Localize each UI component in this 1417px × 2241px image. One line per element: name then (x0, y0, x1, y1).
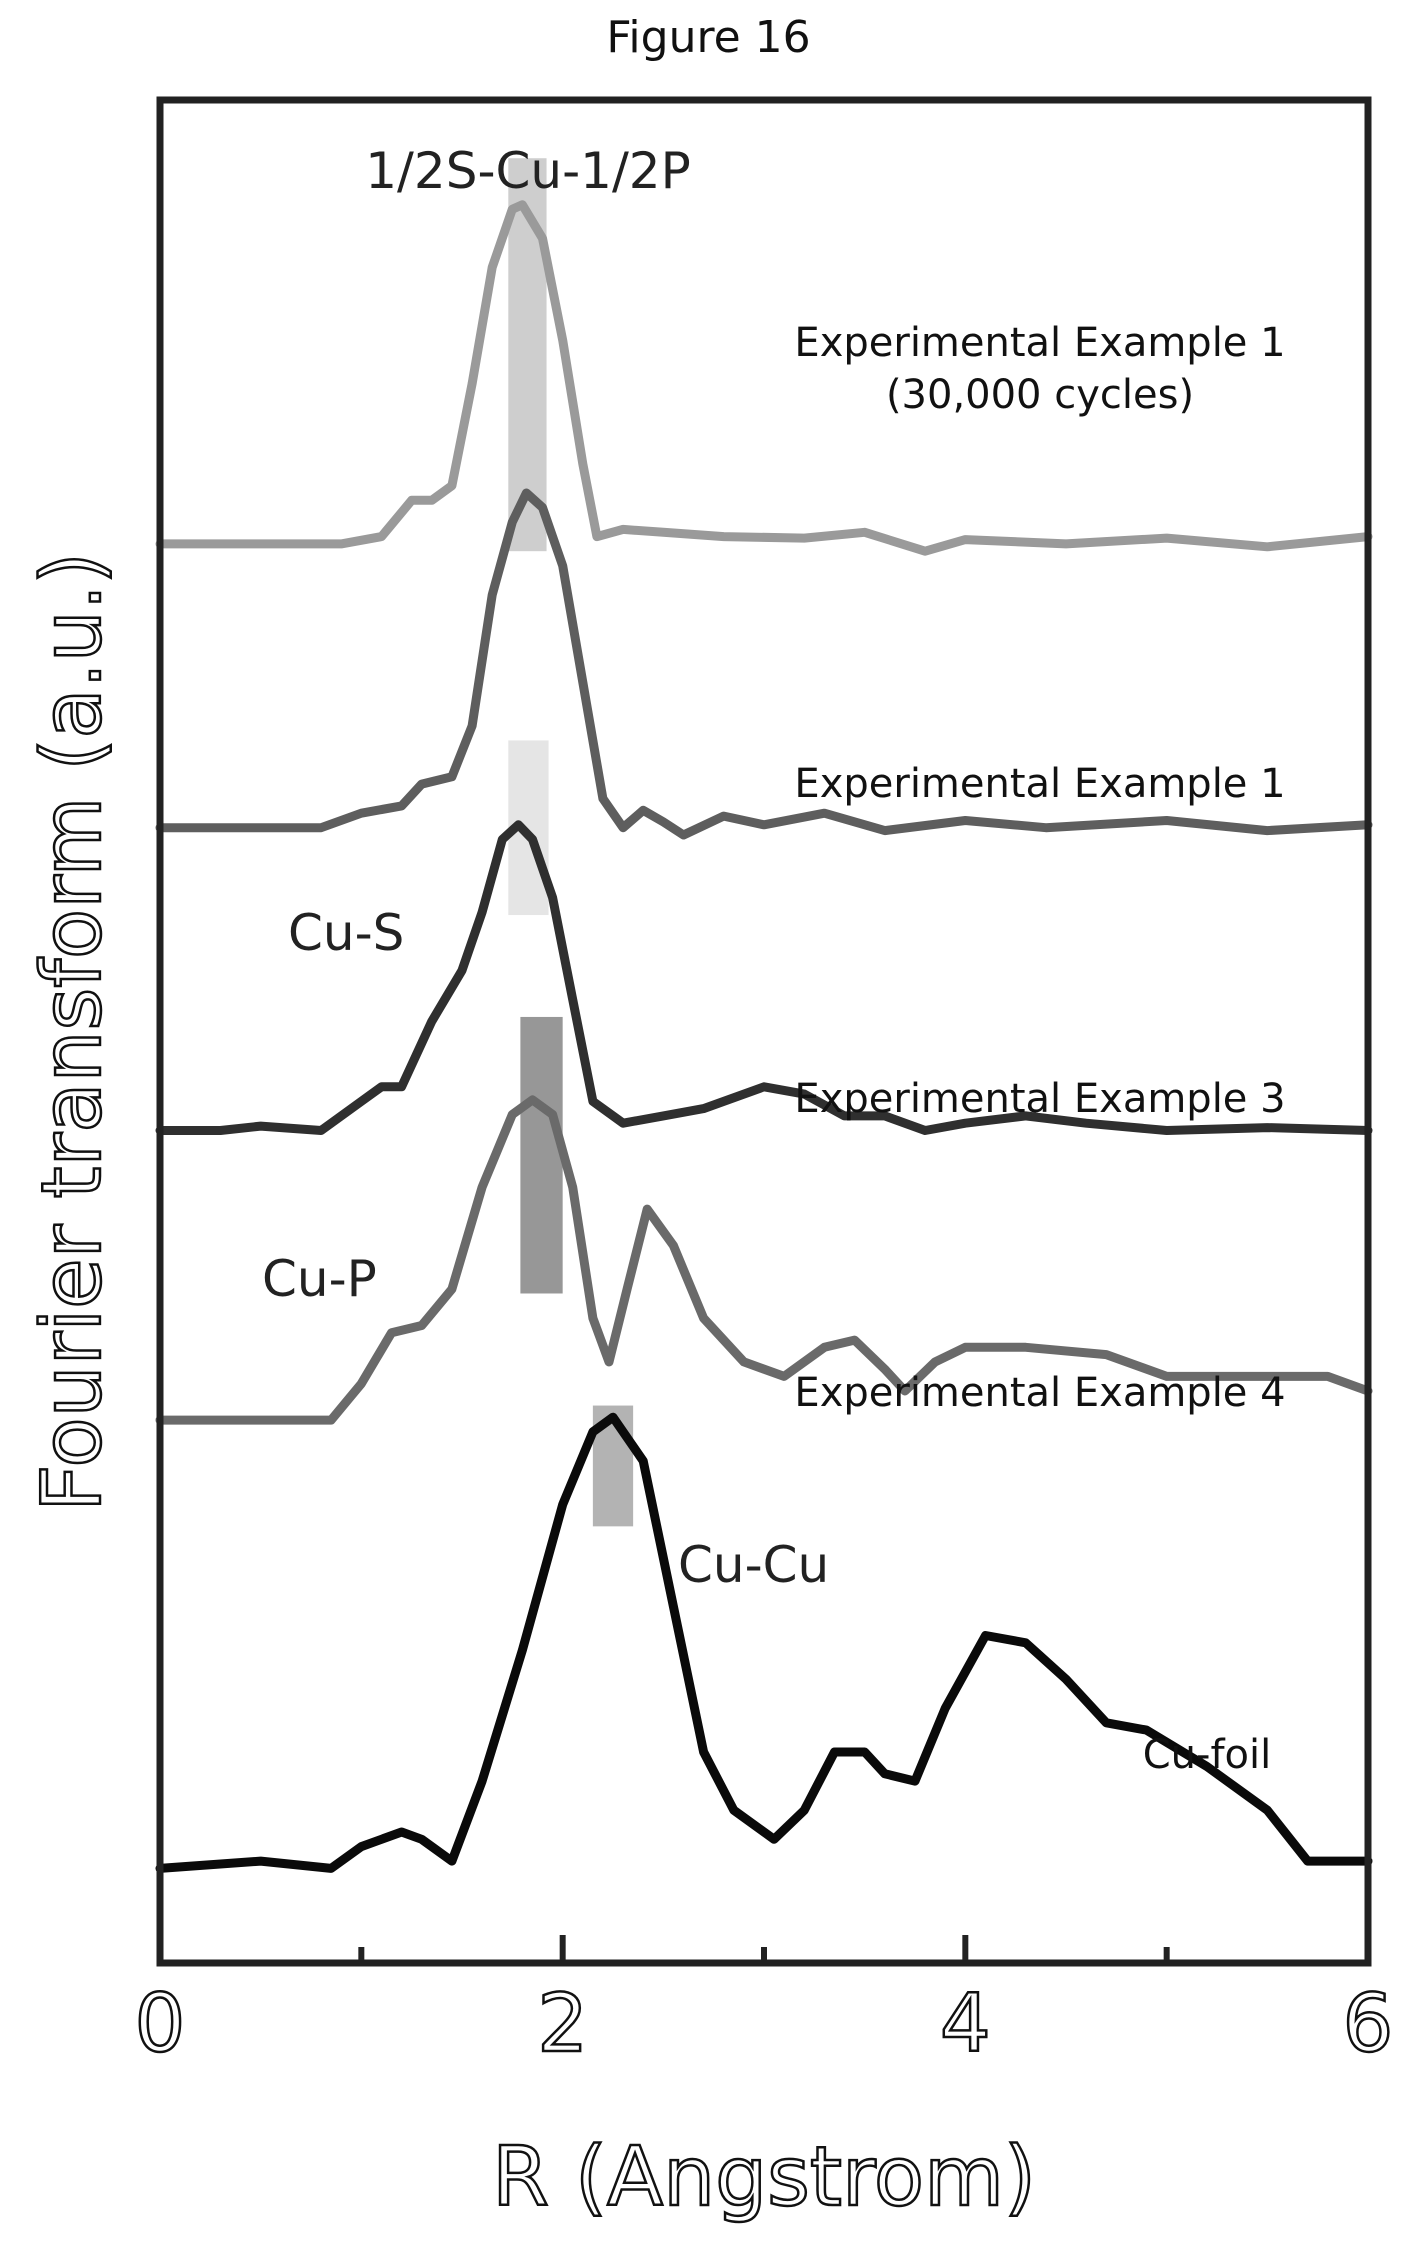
series-line-cu-foil (155, 1412, 1373, 1873)
highlight-bands (508, 158, 634, 1527)
series-line-experimental-example-1-30-000-cycles (155, 200, 1373, 556)
plot-frame (156, 96, 1372, 1967)
chart-labels: 0 2 4 6 R (Angstrom) Fourier transform (a.u.)… (24, 142, 1395, 2226)
x-axis-title: R (Angstrom) (492, 2130, 1036, 2225)
series-label-experimental-example-1-30-000-cycles: Experimental Example 1 (30,000 cycles) (794, 320, 1285, 418)
series-line-experimental-example-3 (155, 820, 1373, 1135)
highlight-band-1-2s-cu-1-2p (508, 158, 547, 552)
series-label-experimental-example-3: Experimental Example 3 (794, 1076, 1285, 1122)
peak-label-cu-p: Cu-P (262, 1250, 377, 1308)
series-line-experimental-example-4 (155, 1095, 1373, 1425)
y-axis-title: Fourier transform (a.u.) (25, 552, 120, 1512)
series-label-cu-foil: Cu-foil (1143, 1732, 1272, 1778)
x-tick-label: 6 (1343, 1977, 1394, 2070)
peak-label-1-2s-cu-1-2p: 1/2S-Cu-1/2P (365, 142, 691, 200)
peak-label-cu-s: Cu-S (288, 904, 404, 962)
series-lines (155, 200, 1373, 1873)
series-label-experimental-example-4: Experimental Example 4 (794, 1370, 1285, 1416)
x-tick-label: 4 (940, 1977, 991, 2070)
x-tick-label: 0 (135, 1977, 186, 2070)
series-line-experimental-example-1 (155, 488, 1373, 840)
x-tick-label: 2 (537, 1977, 588, 2070)
peak-label-cu-cu: Cu-Cu (678, 1536, 829, 1594)
figure-title: Figure 16 (606, 12, 811, 63)
series-label-experimental-example-1: Experimental Example 1 (794, 761, 1285, 807)
highlight-band-cu-p (520, 1016, 563, 1294)
